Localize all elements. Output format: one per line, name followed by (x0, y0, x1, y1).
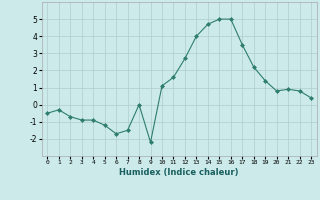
X-axis label: Humidex (Indice chaleur): Humidex (Indice chaleur) (119, 168, 239, 177)
